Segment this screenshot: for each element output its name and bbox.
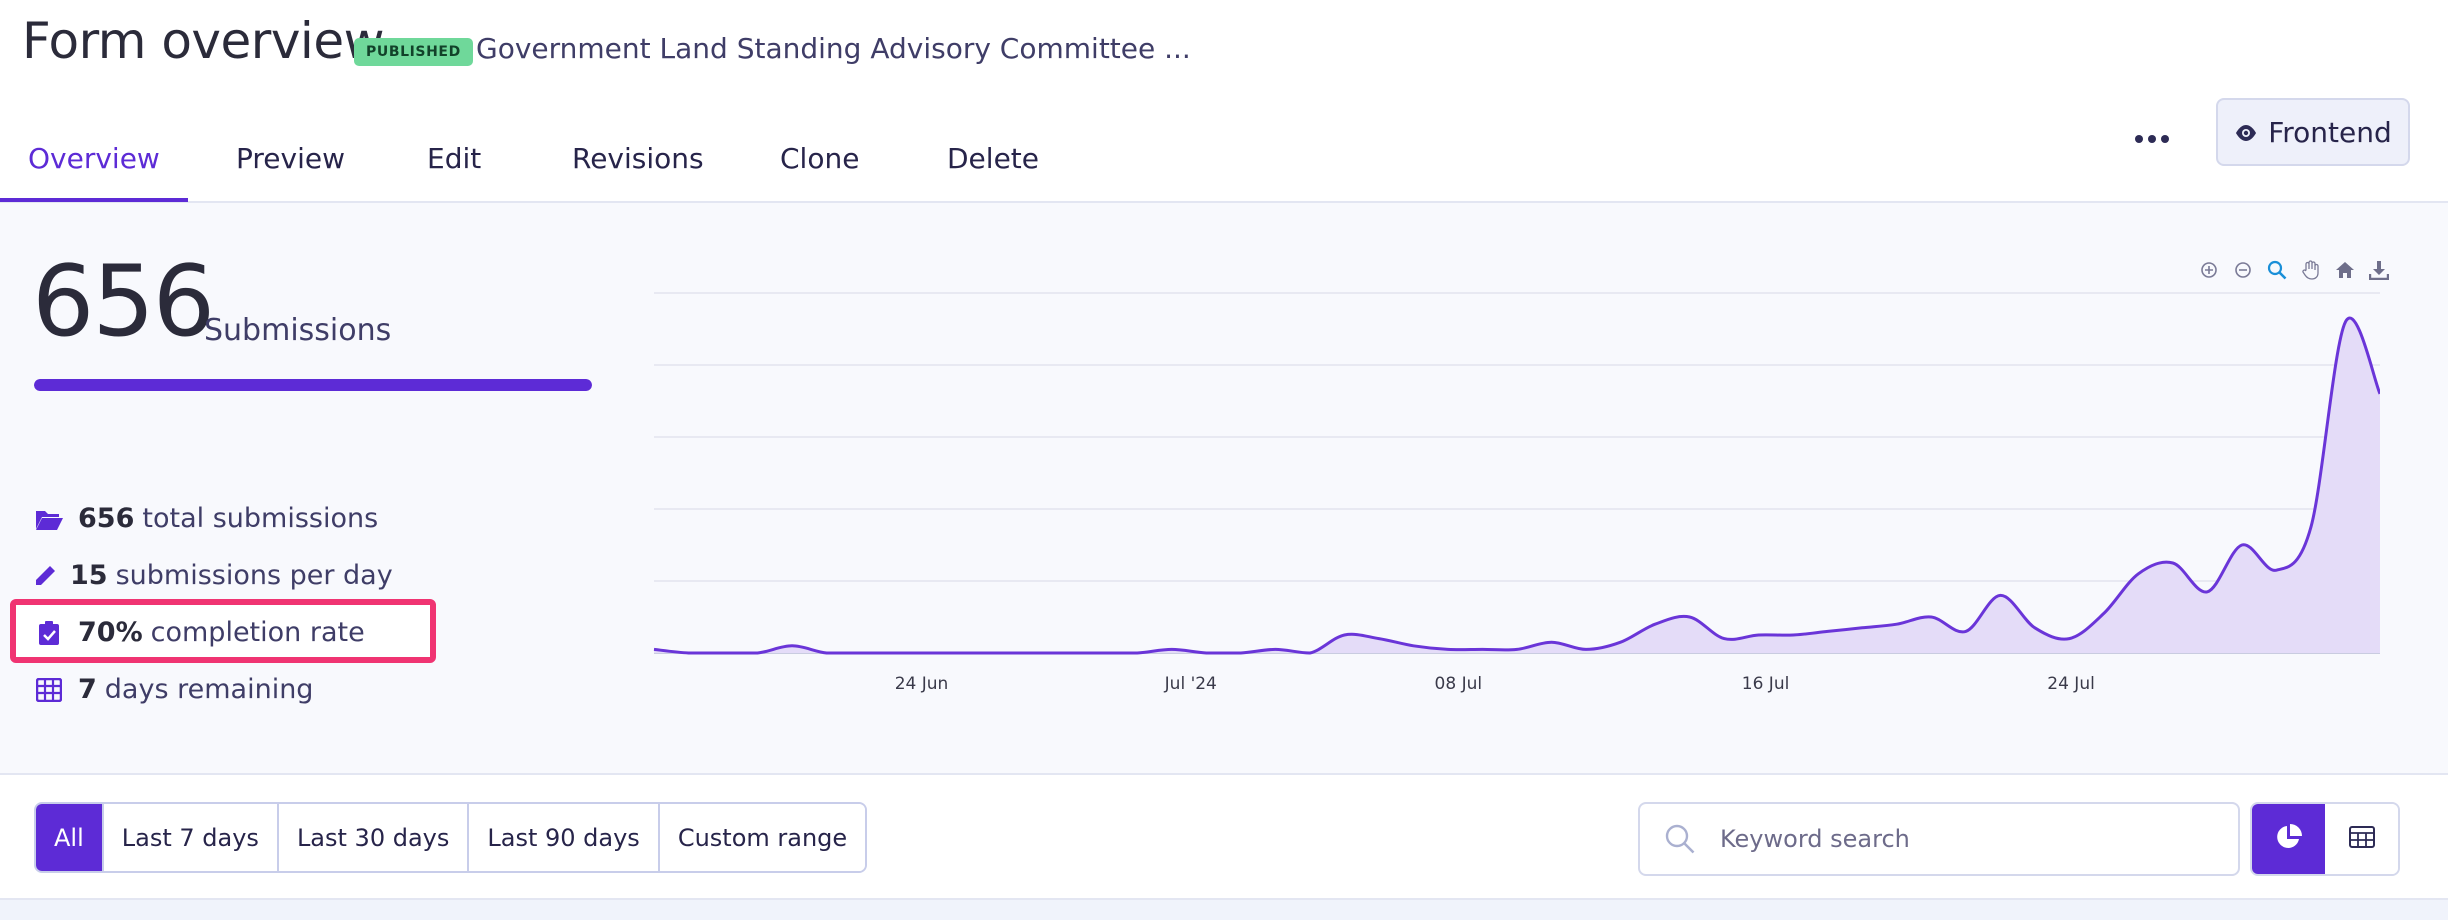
- stat-value: 7: [78, 674, 97, 705]
- submission-count-label: Submissions: [204, 313, 392, 348]
- page-header: Form overview PUBLISHED Government Land …: [0, 0, 2448, 203]
- date-range-selector: All Last 7 days Last 30 days Last 90 day…: [34, 802, 868, 873]
- frontend-button-label: Frontend: [2268, 115, 2392, 149]
- stat-completion-rate: 70% completion rate: [34, 617, 365, 648]
- pan-hand-icon[interactable]: [2298, 257, 2324, 283]
- stat-value: 656: [78, 503, 135, 534]
- stat-text: total submissions: [142, 503, 379, 534]
- form-name: Government Land Standing Advisory Commit…: [476, 32, 1191, 65]
- calendar-grid-icon: [34, 675, 64, 705]
- highlight-box: [10, 599, 436, 663]
- x-tick-label: 24 Jun: [895, 674, 949, 694]
- stats-panel: 656 Submissions 656 total submissions 15…: [0, 203, 2448, 775]
- frontend-button[interactable]: Frontend: [2216, 98, 2410, 166]
- stat-value: 70%: [78, 617, 143, 648]
- tab-revisions[interactable]: Revisions: [572, 142, 704, 175]
- tab-preview[interactable]: Preview: [236, 142, 345, 175]
- series-line: [653, 316, 2380, 655]
- stat-text: days remaining: [104, 674, 314, 705]
- bottom-strip: [0, 900, 2448, 920]
- tab-delete[interactable]: Delete: [947, 142, 1039, 175]
- search-icon: [1640, 804, 1720, 874]
- filter-bar: All Last 7 days Last 30 days Last 90 day…: [0, 777, 2448, 900]
- more-options-button[interactable]: [2132, 124, 2172, 154]
- submission-count: 656: [32, 245, 215, 359]
- page-title: Form overview: [22, 12, 384, 70]
- stat-total-submissions: 656 total submissions: [34, 503, 378, 534]
- stat-text: completion rate: [150, 617, 365, 648]
- range-all-button[interactable]: All: [36, 804, 102, 871]
- submissions-chart: 24 Jun Jul '24 08 Jul 16 Jul 24 Jul: [640, 243, 2380, 723]
- clipboard-check-icon: [34, 618, 64, 648]
- tab-edit[interactable]: Edit: [427, 142, 482, 175]
- tab-clone[interactable]: Clone: [780, 142, 860, 175]
- x-tick-label: 16 Jul: [1742, 674, 1790, 694]
- x-tick-label: 24 Jul: [2047, 674, 2095, 694]
- x-tick-label: Jul '24: [1164, 674, 1217, 694]
- ellipsis-icon: [2135, 135, 2143, 143]
- view-toggle: [2250, 802, 2400, 876]
- pie-chart-icon: [2275, 823, 2303, 855]
- table-view-button[interactable]: [2325, 804, 2398, 874]
- folder-open-icon: [34, 504, 64, 534]
- zoom-in-icon[interactable]: [2196, 257, 2222, 283]
- stat-days-remaining: 7 days remaining: [34, 674, 313, 705]
- chart-view-button[interactable]: [2252, 804, 2325, 874]
- download-icon[interactable]: [2366, 257, 2392, 283]
- search-input[interactable]: [1720, 825, 2220, 853]
- pencil-icon: [34, 561, 56, 591]
- chart-svg: 24 Jun Jul '24 08 Jul 16 Jul 24 Jul: [653, 292, 2380, 694]
- submissions-progress-bar: [34, 379, 592, 391]
- table-icon: [2348, 826, 2375, 852]
- keyword-search-box: [1638, 802, 2240, 876]
- range-last-30-days-button[interactable]: Last 30 days: [276, 804, 468, 871]
- status-badge: PUBLISHED: [354, 38, 473, 66]
- series-area: [654, 318, 2380, 653]
- reset-home-icon[interactable]: [2332, 257, 2358, 283]
- chart-toolbar: [2196, 257, 2392, 283]
- active-tab-indicator: [0, 198, 188, 202]
- tab-overview[interactable]: Overview: [28, 142, 160, 175]
- range-last-7-days-button[interactable]: Last 7 days: [101, 804, 277, 871]
- eye-icon: [2234, 116, 2258, 149]
- stat-submissions-per-day: 15 submissions per day: [34, 560, 393, 591]
- x-tick-label: 08 Jul: [1435, 674, 1483, 694]
- zoom-out-icon[interactable]: [2230, 257, 2256, 283]
- zoom-selection-icon[interactable]: [2264, 257, 2290, 283]
- range-custom-button[interactable]: Custom range: [657, 804, 866, 871]
- stat-text: submissions per day: [115, 560, 393, 591]
- range-last-90-days-button[interactable]: Last 90 days: [467, 804, 658, 871]
- progress-fill: [34, 379, 592, 391]
- stat-value: 15: [70, 560, 108, 591]
